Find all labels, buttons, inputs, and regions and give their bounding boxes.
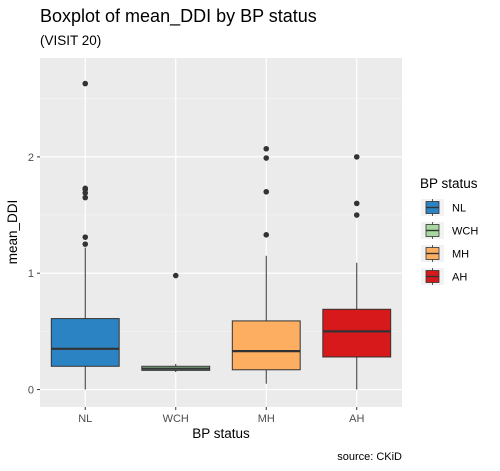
legend-label: NL <box>452 203 466 215</box>
outlier-point <box>82 185 89 192</box>
legend: BP status NL WCH MH AH <box>420 176 478 285</box>
box-body <box>231 320 301 371</box>
y-tick-label: 2 <box>28 152 34 164</box>
x-tick-label: MH <box>258 413 275 425</box>
y-tick-label: 0 <box>28 385 34 397</box>
legend-label: AH <box>452 272 467 284</box>
y-tick-label: 1 <box>28 268 34 280</box>
chart-subtitle: (VISIT 20) <box>40 33 101 48</box>
legend-item-mh: MH <box>421 245 469 262</box>
box-mh <box>231 145 301 384</box>
outlier-point <box>263 232 270 238</box>
x-tick-label: NL <box>78 413 92 425</box>
x-tick-label: WCH <box>163 413 189 425</box>
x-axis-ticks: NL WCH MH AH <box>78 407 364 425</box>
caption: source: CKiD <box>337 451 402 463</box>
x-axis-title: BP status <box>192 426 250 441</box>
outlier-point <box>82 234 89 240</box>
legend-title: BP status <box>420 176 478 191</box>
y-axis-ticks: 0 1 2 <box>28 152 40 397</box>
legend-item-nl: NL <box>421 199 466 216</box>
outlier-point <box>263 188 270 195</box>
box-body <box>322 308 392 358</box>
outlier-point <box>353 212 360 218</box>
box-body <box>50 318 120 367</box>
outlier-point <box>172 272 179 279</box>
legend-item-ah: AH <box>421 268 467 285</box>
y-axis-title: mean_DDI <box>5 200 20 265</box>
outlier-point <box>82 194 89 201</box>
chart-title: Boxplot of mean_DDI by BP status <box>40 6 317 27</box>
box-wch <box>141 272 211 373</box>
outlier-point <box>263 155 270 161</box>
box-nl <box>50 80 120 390</box>
box-group <box>50 80 392 390</box>
legend-label: MH <box>452 249 469 261</box>
outlier-point <box>263 145 270 152</box>
outlier-point <box>82 241 89 247</box>
box-ah <box>322 154 392 390</box>
outlier-point <box>353 200 360 207</box>
x-tick-label: AH <box>349 413 364 425</box>
outlier-point <box>353 154 360 160</box>
legend-item-wch: WCH <box>421 222 478 239</box>
legend-label: WCH <box>452 226 478 238</box>
outlier-point <box>82 80 89 87</box>
